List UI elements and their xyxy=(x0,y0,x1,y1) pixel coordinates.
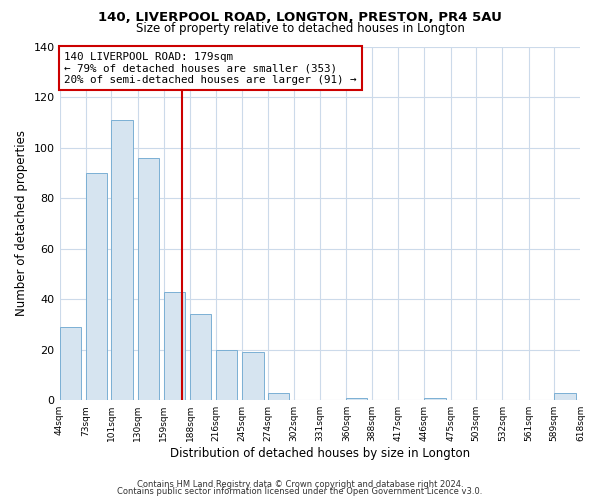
Bar xyxy=(190,314,211,400)
Bar xyxy=(346,398,367,400)
Bar xyxy=(242,352,263,400)
Bar xyxy=(424,398,446,400)
Bar xyxy=(554,392,576,400)
Text: 140, LIVERPOOL ROAD, LONGTON, PRESTON, PR4 5AU: 140, LIVERPOOL ROAD, LONGTON, PRESTON, P… xyxy=(98,11,502,24)
Bar xyxy=(268,392,289,400)
Bar xyxy=(164,292,185,400)
Text: 140 LIVERPOOL ROAD: 179sqm
← 79% of detached houses are smaller (353)
20% of sem: 140 LIVERPOOL ROAD: 179sqm ← 79% of deta… xyxy=(64,52,356,85)
Bar xyxy=(215,350,237,400)
Bar xyxy=(59,327,81,400)
Text: Contains HM Land Registry data © Crown copyright and database right 2024.: Contains HM Land Registry data © Crown c… xyxy=(137,480,463,489)
Bar xyxy=(137,158,159,400)
Bar xyxy=(86,173,107,400)
Text: Size of property relative to detached houses in Longton: Size of property relative to detached ho… xyxy=(136,22,464,35)
Bar xyxy=(111,120,133,400)
X-axis label: Distribution of detached houses by size in Longton: Distribution of detached houses by size … xyxy=(170,447,470,460)
Text: Contains public sector information licensed under the Open Government Licence v3: Contains public sector information licen… xyxy=(118,487,482,496)
Y-axis label: Number of detached properties: Number of detached properties xyxy=(15,130,28,316)
